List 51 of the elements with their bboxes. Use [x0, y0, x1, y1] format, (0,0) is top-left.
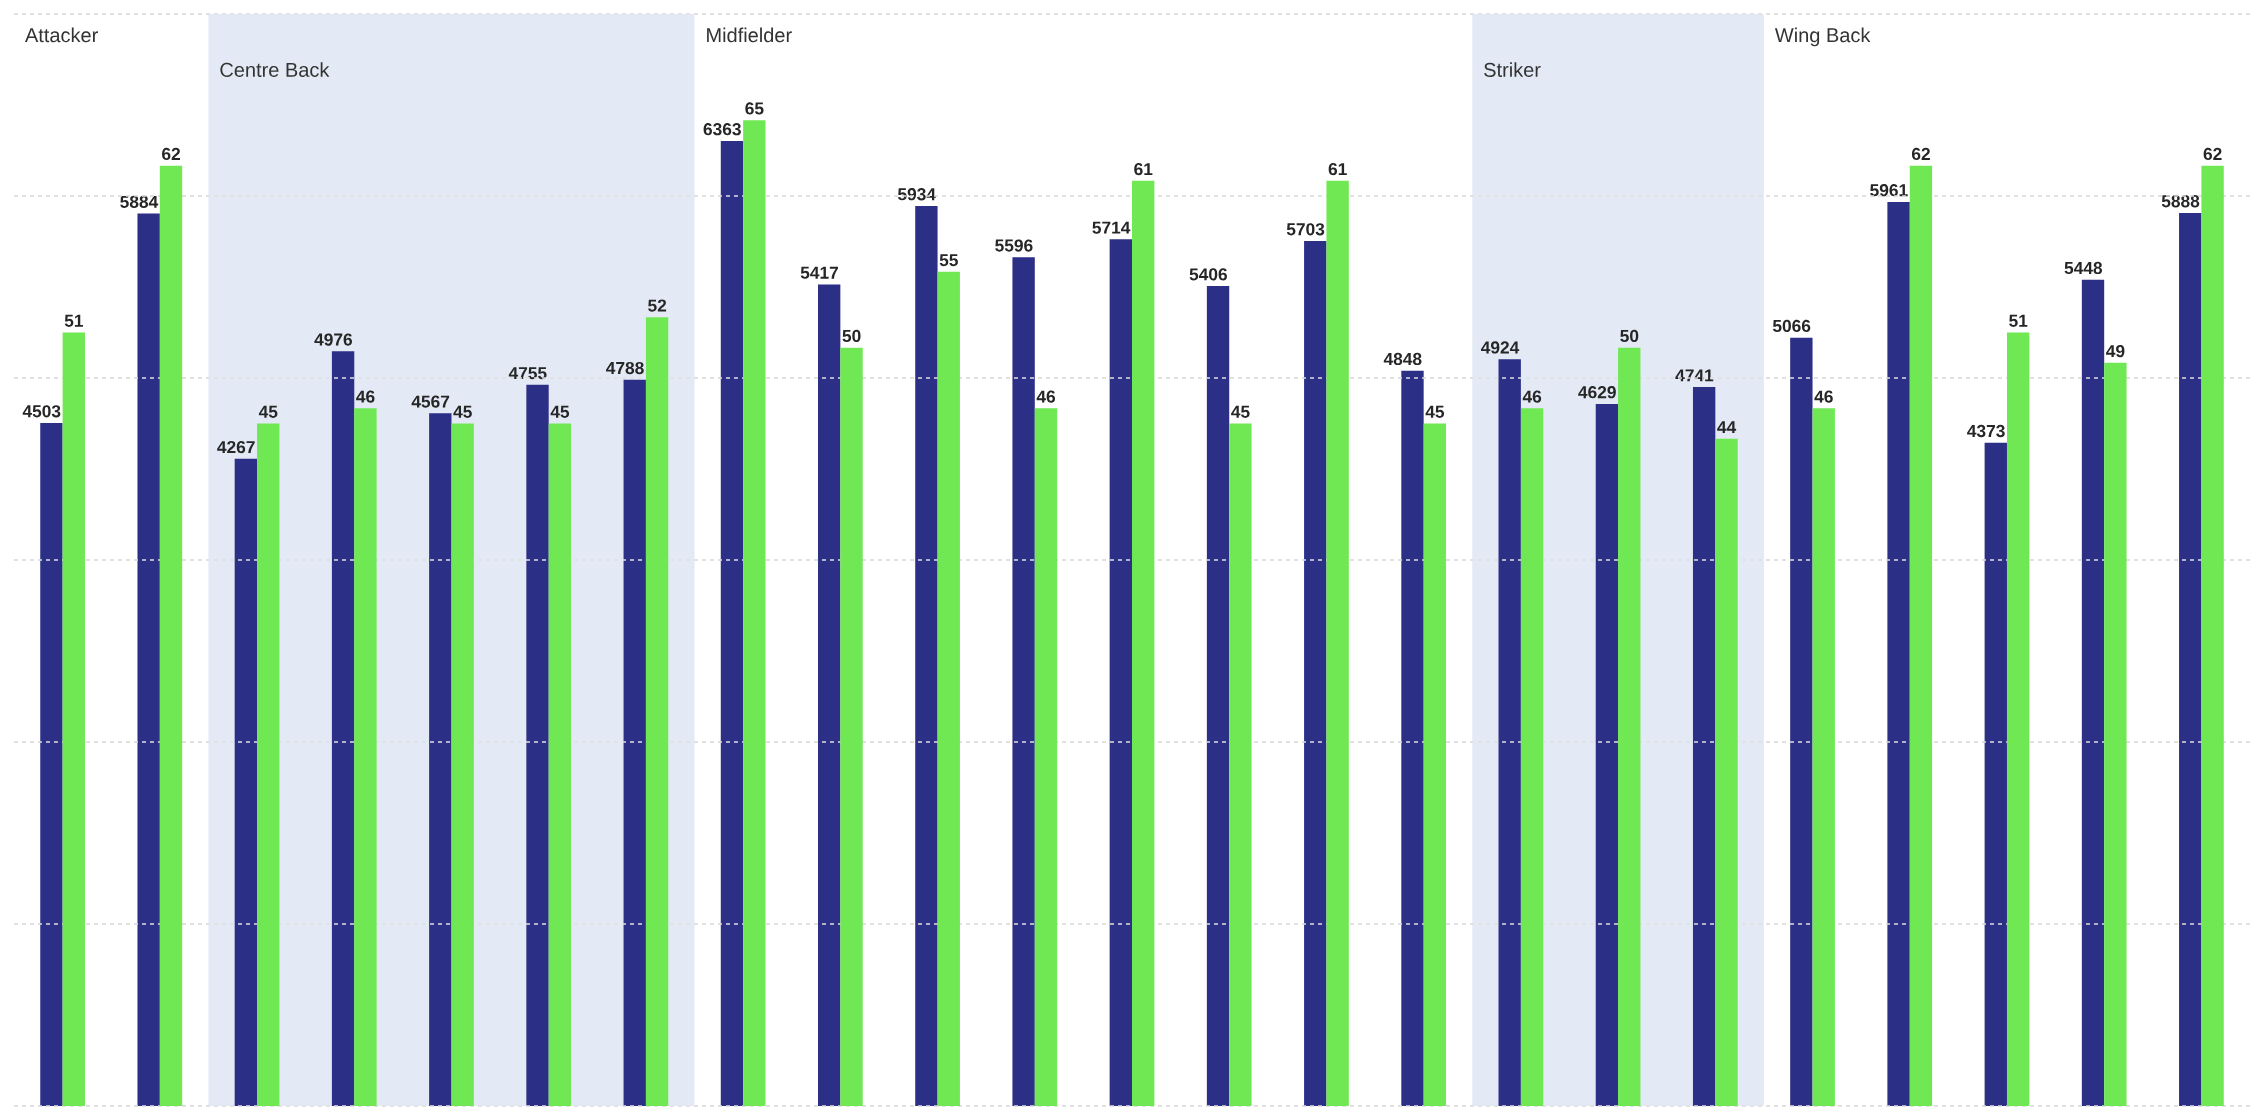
data-label: 55	[939, 254, 958, 267]
data-label: 4924	[1480, 341, 1520, 354]
annotation: Striker	[1484, 62, 1541, 77]
data-label: 49	[2106, 344, 2125, 358]
data-label: 4373	[1967, 424, 2005, 438]
annotation: Wing Back	[1774, 27, 1871, 47]
data-label: 44	[1717, 421, 1737, 434]
data-label: 4848	[1383, 352, 1422, 366]
data-label: 45	[258, 405, 278, 418]
annotation: Attacker	[24, 27, 98, 43]
data-label: 62	[162, 147, 181, 161]
data-label: 4567	[411, 395, 450, 408]
data-label: 45	[1425, 405, 1445, 418]
data-label: 5596	[995, 239, 1033, 252]
data-label: 4755	[508, 367, 547, 380]
data-label: 4788	[606, 361, 644, 375]
data-label: 51	[2009, 314, 2028, 327]
data-label: 4741	[1675, 369, 1714, 382]
data-label: 5406	[1189, 268, 1227, 281]
data-label: 50	[842, 329, 861, 343]
data-label: 5417	[800, 266, 838, 279]
data-label: 4267	[217, 440, 255, 454]
data-label: 51	[64, 314, 84, 327]
data-label: 5961	[1870, 184, 1908, 197]
data-label: 62	[1911, 147, 1930, 161]
data-label: 46	[356, 390, 375, 403]
data-label: 61	[1328, 162, 1347, 176]
annotation: Centre Back	[220, 62, 330, 77]
data-label: 6363	[703, 123, 741, 136]
data-label: 4503	[22, 405, 61, 418]
data-label: 5714	[1092, 221, 1131, 234]
data-label: 50	[1620, 329, 1639, 343]
data-label: 4976	[314, 333, 353, 346]
data-label: 62	[2203, 147, 2222, 161]
data-label: 46	[1036, 390, 1056, 403]
data-label: 46	[1814, 390, 1833, 403]
data-label: 52	[648, 299, 667, 312]
data-label: 5884	[120, 195, 159, 208]
data-label: 65	[745, 102, 764, 115]
data-label: 4629	[1578, 386, 1616, 399]
data-label: 45	[550, 405, 570, 418]
data-label: 5934	[897, 188, 936, 201]
data-label: 45	[453, 405, 472, 418]
data-label: 5448	[2064, 261, 2103, 275]
data-label: 45	[1231, 405, 1250, 418]
annotation: Midfielder	[707, 27, 792, 43]
data-label: 46	[1522, 390, 1542, 403]
data-label: 61	[1134, 162, 1153, 176]
data-label: 5703	[1286, 223, 1325, 236]
data-label: 5888	[2161, 195, 2200, 208]
data-label: 5066	[1772, 319, 1811, 333]
